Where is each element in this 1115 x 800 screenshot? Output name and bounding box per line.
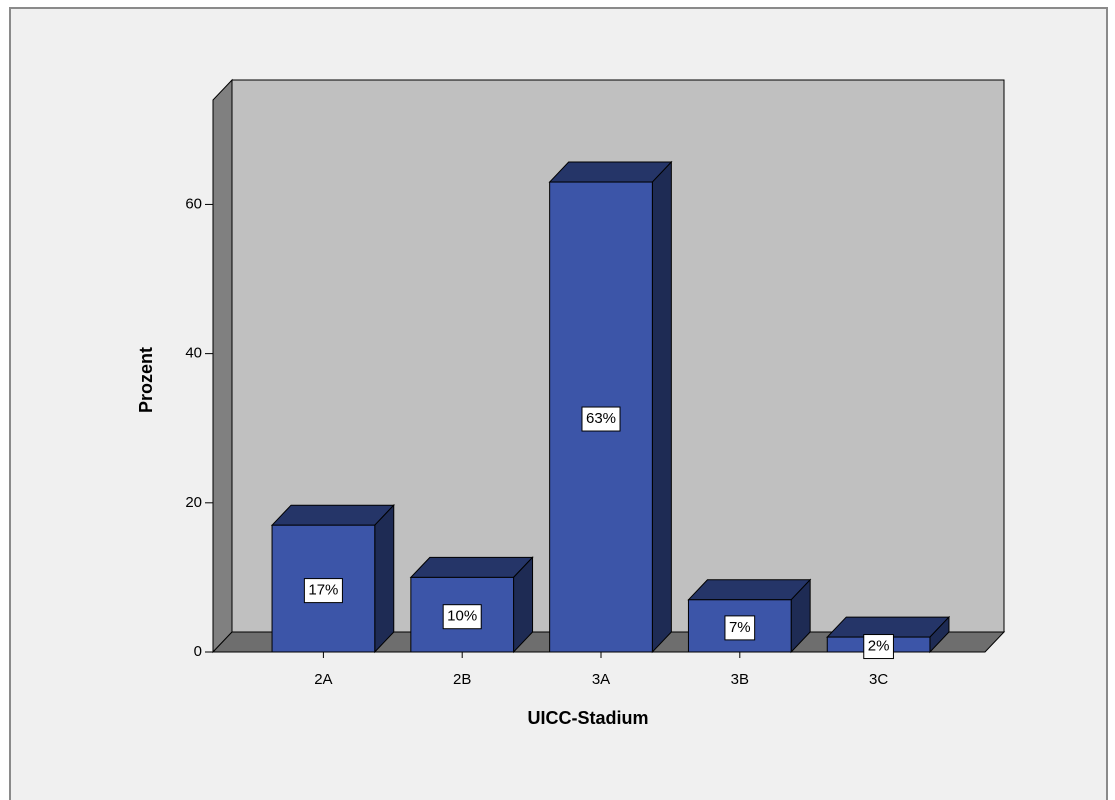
value-label: 7% bbox=[729, 619, 751, 636]
value-label-box bbox=[303, 578, 343, 604]
y-axis-title: Prozent bbox=[136, 347, 156, 413]
y-tick-label: 20 bbox=[185, 494, 202, 511]
bar: 2% bbox=[826, 615, 951, 660]
bar-top bbox=[270, 504, 395, 526]
bar: 17% bbox=[270, 503, 395, 654]
bar: 10% bbox=[409, 556, 534, 654]
bar-top bbox=[548, 161, 673, 183]
value-label-box bbox=[581, 406, 621, 432]
bar-top bbox=[687, 579, 812, 601]
x-axis-title: UICC-Stadium bbox=[528, 708, 649, 728]
bar-side bbox=[651, 160, 672, 654]
x-tick-label: 3A bbox=[592, 671, 610, 688]
bar-top bbox=[409, 556, 534, 578]
value-label: 2% bbox=[868, 638, 890, 655]
y-tick-label: 0 bbox=[194, 643, 202, 660]
value-label-box bbox=[442, 604, 482, 630]
x-tick-label: 2A bbox=[314, 671, 332, 688]
value-label: 63% bbox=[586, 410, 616, 427]
value-label: 17% bbox=[308, 582, 338, 599]
value-label-box bbox=[863, 634, 894, 660]
x-tick-label: 3B bbox=[731, 671, 749, 688]
x-tick-label: 2B bbox=[453, 671, 471, 688]
value-label-box bbox=[724, 615, 756, 641]
y-tick-label: 60 bbox=[185, 195, 202, 212]
bar-side bbox=[374, 503, 395, 654]
side-wall bbox=[212, 78, 233, 654]
bar: 7% bbox=[687, 578, 812, 654]
y-tick-label: 40 bbox=[185, 345, 202, 362]
x-tick-label: 3C bbox=[869, 671, 888, 688]
value-label: 10% bbox=[447, 608, 477, 625]
bar: 63% bbox=[548, 160, 673, 654]
